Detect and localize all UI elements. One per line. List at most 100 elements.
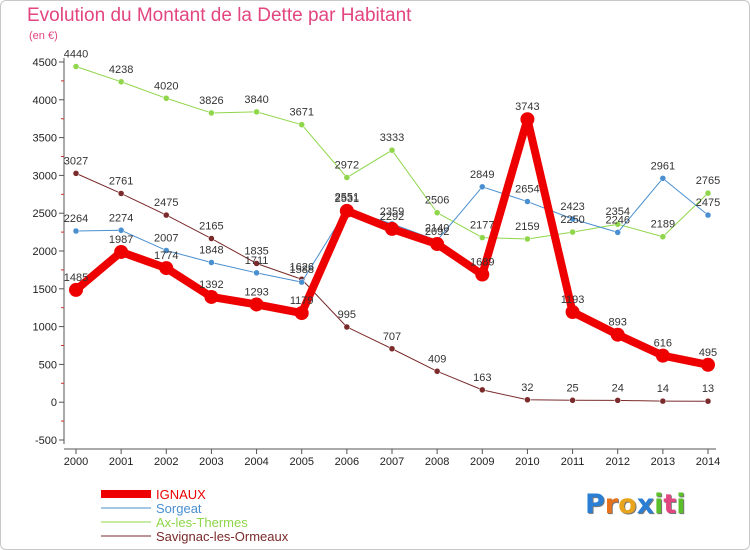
- data-point-savignac-les-ormeaux: [569, 397, 576, 404]
- data-label-ignaux: 2092: [425, 226, 449, 238]
- x-tick-label: 2002: [154, 456, 178, 468]
- data-point-ignaux: [610, 327, 625, 342]
- data-point-savignac-les-ormeaux: [208, 235, 215, 242]
- data-label-savignac-les-ormeaux: 24: [612, 382, 624, 394]
- logo-letter: i: [654, 489, 664, 520]
- data-label-savignac-les-ormeaux: 2761: [109, 175, 133, 187]
- axes: -500 0 500 1000 1500 2000 2500 3000 3500 4000 4500…: [33, 57, 721, 468]
- logo-letter: P: [585, 489, 605, 520]
- data-label-ignaux: 495: [699, 347, 717, 359]
- data-point-savignac-les-ormeaux: [343, 323, 351, 331]
- y-tick-label: -500: [35, 435, 57, 447]
- data-point-ignaux: [520, 112, 535, 127]
- data-point-sorgeat: [704, 211, 712, 219]
- data-label-sorgeat: 2007: [154, 232, 178, 244]
- data-point-ax-les-thermes: [117, 78, 125, 86]
- data-label-sorgeat: 2551: [335, 191, 359, 203]
- legend-label: Ax-les-Thermes: [156, 515, 248, 530]
- logo-letter: o: [618, 489, 637, 520]
- data-label-ax-les-thermes: 2159: [515, 221, 539, 233]
- data-point-savignac-les-ormeaux: [163, 211, 170, 219]
- data-point-ignaux: [159, 261, 174, 276]
- data-label-sorgeat: 2849: [470, 169, 494, 181]
- data-point-sorgeat: [614, 229, 621, 236]
- data-label-ignaux: 1179: [290, 295, 314, 307]
- x-tick-label: 2010: [515, 456, 539, 468]
- data-label-ignaux: 2292: [380, 211, 404, 223]
- data-label-sorgeat: 2475: [696, 197, 720, 209]
- legend: IGNAUXSorgeatAx-les-ThermesSavignac-les-…: [101, 487, 289, 544]
- y-tick-label: 3500: [33, 133, 57, 145]
- data-label-ignaux: 1392: [199, 279, 223, 291]
- data-label-savignac-les-ormeaux: 2475: [154, 197, 178, 209]
- chart-unit: (en €): [29, 30, 58, 42]
- data-point-ax-les-thermes: [343, 174, 351, 181]
- data-point-savignac-les-ormeaux: [72, 170, 80, 177]
- proxiti-logo: Proxiti: [585, 489, 686, 520]
- data-label-ax-les-thermes: 3826: [199, 95, 223, 107]
- data-label-sorgeat: 1711: [245, 255, 269, 267]
- data-point-sorgeat: [524, 198, 531, 205]
- data-label-ignaux: 1293: [244, 286, 268, 298]
- data-label-ignaux: 2531: [335, 193, 359, 205]
- x-tick-label: 2011: [561, 456, 585, 468]
- y-tick-label: 500: [39, 359, 57, 371]
- data-label-savignac-les-ormeaux: 3027: [64, 155, 88, 167]
- data-label-ax-les-thermes: 2765: [696, 175, 720, 187]
- data-label-sorgeat: 2359: [380, 206, 404, 218]
- data-label-ax-les-thermes: 4440: [64, 49, 88, 61]
- data-point-ignaux: [475, 267, 490, 282]
- data-point-ax-les-thermes: [72, 63, 80, 70]
- x-tick-label: 2008: [425, 456, 449, 468]
- data-point-ax-les-thermes: [253, 108, 260, 116]
- data-point-ax-les-thermes: [479, 234, 486, 241]
- data-label-ignaux: 1987: [109, 234, 133, 246]
- data-label-ignaux: 1485: [64, 272, 88, 284]
- data-point-ignaux: [204, 289, 219, 304]
- data-point-ignaux: [249, 297, 264, 312]
- data-label-savignac-les-ormeaux: 13: [702, 383, 714, 395]
- data-label-ax-les-thermes: 2177: [470, 220, 494, 232]
- data-point-ignaux: [701, 357, 715, 372]
- x-tick-label: 2012: [605, 456, 629, 468]
- data-label-ax-les-thermes: 4238: [109, 64, 133, 76]
- data-point-ignaux: [69, 282, 83, 297]
- data-point-savignac-les-ormeaux: [659, 397, 667, 405]
- y-tick-label: 2500: [33, 208, 57, 220]
- data-point-ignaux: [655, 348, 670, 363]
- data-point-ax-les-thermes: [298, 121, 305, 128]
- data-point-sorgeat: [298, 278, 305, 286]
- x-tick-label: 2005: [289, 456, 313, 468]
- x-tick-label: 2004: [244, 456, 268, 468]
- data-point-sorgeat: [569, 215, 576, 223]
- data-point-sorgeat: [253, 269, 260, 277]
- data-label-ignaux: 616: [654, 338, 672, 350]
- data-point-ax-les-thermes: [433, 209, 441, 216]
- x-tick-label: 2006: [335, 456, 359, 468]
- y-tick-label: 3000: [33, 170, 57, 182]
- data-labels-layer: 3027 2761 2475 2165 1835 1626 995 707 409 163 32 25…: [64, 49, 720, 396]
- logo-letter: t: [663, 489, 677, 520]
- data-label-ignaux: 1774: [154, 250, 178, 262]
- data-label-ax-les-thermes: 2250: [560, 214, 584, 226]
- legend-label: IGNAUX: [156, 487, 206, 502]
- data-label-ax-les-thermes: 3840: [244, 94, 268, 106]
- data-point-savignac-les-ormeaux: [479, 386, 486, 394]
- y-tick-label: 1000: [33, 322, 57, 334]
- y-tick-label: 0: [51, 397, 57, 409]
- data-label-savignac-les-ormeaux: 995: [338, 309, 356, 321]
- data-label-ignaux: 1689: [470, 257, 494, 269]
- x-tick-label: 2000: [64, 456, 88, 468]
- data-point-sorgeat: [208, 259, 215, 266]
- data-label-sorgeat: 2246: [605, 214, 629, 226]
- x-tick-label: 2009: [470, 456, 494, 468]
- data-label-savignac-les-ormeaux: 1835: [244, 245, 268, 257]
- data-label-savignac-les-ormeaux: 2165: [199, 221, 223, 233]
- data-point-ax-les-thermes: [208, 109, 215, 117]
- chart-title: Evolution du Montant de la Dette par Hab…: [27, 5, 412, 26]
- data-label-ax-les-thermes: 2972: [335, 160, 359, 172]
- data-point-ax-les-thermes: [569, 228, 576, 236]
- data-point-ignaux: [339, 203, 354, 218]
- data-point-sorgeat: [72, 227, 80, 235]
